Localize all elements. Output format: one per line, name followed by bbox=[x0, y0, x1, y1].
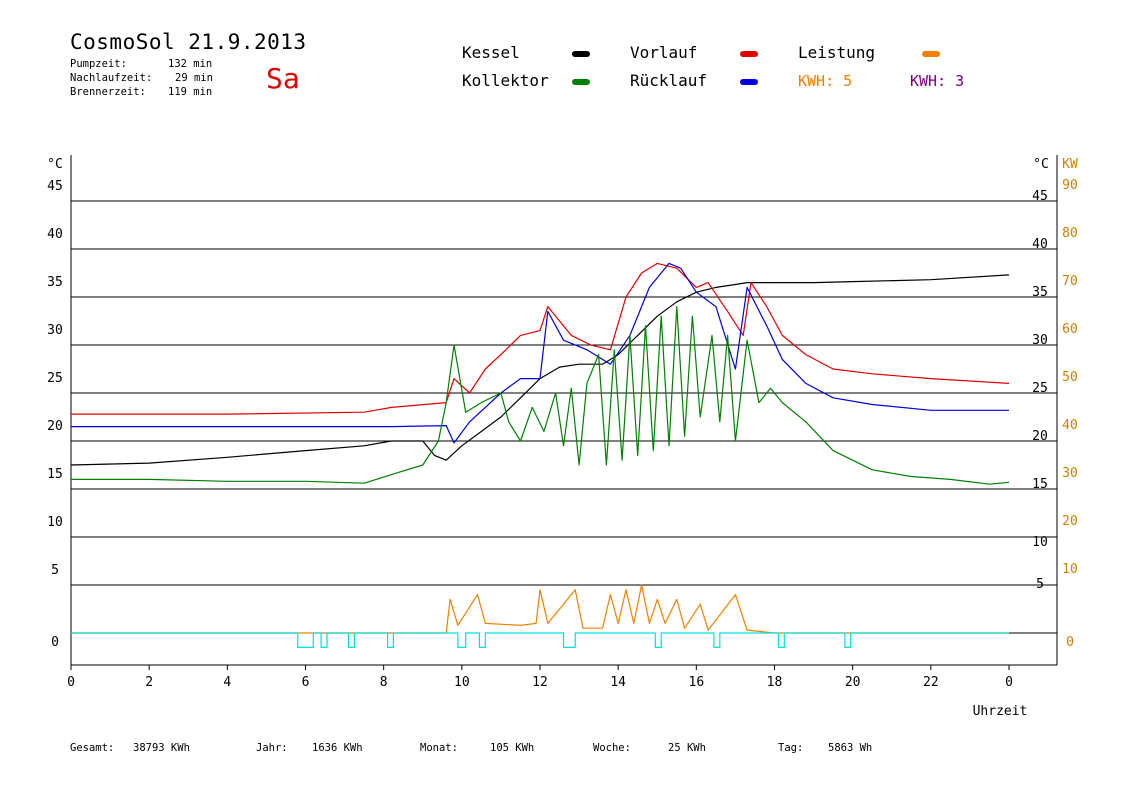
kwh-leistung: KWH: 5 bbox=[798, 72, 853, 90]
woche-value: 25 KWh bbox=[668, 742, 706, 754]
series-line-kollektor bbox=[71, 306, 1010, 485]
y-tick-label-left: 5 bbox=[51, 563, 59, 578]
y-tick-label-left: 45 bbox=[47, 179, 63, 194]
kw-tick-label: 20 bbox=[1062, 514, 1078, 529]
series-line-vorlauf bbox=[71, 262, 1010, 415]
x-tick-label: 4 bbox=[223, 675, 231, 690]
y-tick-label-right: 45 bbox=[1032, 189, 1048, 204]
jahr-value: 1636 KWh bbox=[312, 742, 363, 754]
y-tick-label-right: 10 bbox=[1032, 535, 1048, 550]
x-tick-label: 8 bbox=[380, 675, 388, 690]
jahr-label: Jahr: bbox=[256, 742, 288, 754]
legend-ruecklauf-label: Rücklauf bbox=[630, 71, 708, 90]
woche-label: Woche: bbox=[593, 742, 631, 754]
legend-kollektor-label: Kollektor bbox=[462, 71, 549, 90]
series-line-pump bbox=[71, 632, 1009, 648]
y-tick-label-right: 30 bbox=[1032, 333, 1048, 348]
x-tick-label: 10 bbox=[454, 675, 470, 690]
y-tick-label-right: 15 bbox=[1032, 477, 1048, 492]
kw-tick-label: 70 bbox=[1062, 274, 1078, 289]
x-tick-label: 0 bbox=[1005, 675, 1013, 690]
kw-tick-label: 60 bbox=[1062, 322, 1078, 337]
tick-labels: 0 2 4 6 8 10 12 14 16 18 20 22 0 Uhrzeit 0 0 5 5 10 10 10 20 1… bbox=[47, 157, 1078, 719]
gesamt-label: Gesamt: bbox=[70, 742, 115, 754]
y-tick-label-right: 40 bbox=[1032, 237, 1048, 252]
legend-kollektor-swatch bbox=[572, 79, 590, 85]
y-tick-label-left: 10 bbox=[47, 515, 63, 530]
kw-tick-label: 0 bbox=[1066, 635, 1074, 650]
legend-leistung-swatch bbox=[922, 51, 940, 57]
y-tick-label-left: 20 bbox=[47, 419, 63, 434]
monat-label: Monat: bbox=[420, 742, 458, 754]
kw-unit-right: KW bbox=[1062, 157, 1078, 172]
legend-kessel-swatch bbox=[572, 51, 590, 57]
legend-vorlauf-swatch bbox=[740, 51, 758, 57]
gesamt-value: 38793 KWh bbox=[133, 742, 190, 754]
brennerzeit-label: Brennerzeit: bbox=[70, 86, 146, 98]
y-unit-left: °C bbox=[47, 157, 63, 172]
legend-kessel-label: Kessel bbox=[462, 43, 520, 62]
y-tick-label-right: 20 bbox=[1032, 429, 1048, 444]
x-tick-label: 0 bbox=[67, 675, 75, 690]
y-tick-label-left: 15 bbox=[47, 467, 63, 482]
kw-tick-label: 10 bbox=[1062, 562, 1078, 577]
kw-tick-label: 50 bbox=[1062, 370, 1078, 385]
nachlaufzeit-value: 29 min bbox=[175, 72, 213, 84]
legend-ruecklauf-swatch bbox=[740, 79, 758, 85]
nachlaufzeit-label: Nachlaufzeit: bbox=[70, 72, 153, 84]
x-axis-label: Uhrzeit bbox=[973, 704, 1028, 719]
x-tick-label: 18 bbox=[767, 675, 783, 690]
legend-leistung-label: Leistung bbox=[798, 43, 876, 62]
kwh-secondary: KWH: 3 bbox=[910, 72, 965, 90]
x-tick-label: 20 bbox=[845, 675, 861, 690]
y-tick-label-left: 40 bbox=[47, 227, 63, 242]
series-line-ruecklauf bbox=[71, 262, 1009, 444]
x-tick-label: 2 bbox=[145, 675, 153, 690]
monat-value: 105 KWh bbox=[490, 742, 535, 754]
y-tick-label-right: 35 bbox=[1032, 285, 1048, 300]
y-unit-right: °C bbox=[1033, 157, 1049, 172]
x-tick-label: 22 bbox=[923, 675, 939, 690]
series-line-leistung bbox=[71, 584, 1009, 634]
grid-lines bbox=[71, 200, 1057, 586]
series-line-kessel bbox=[70, 274, 1010, 466]
tag-value: 5863 Wh bbox=[828, 742, 873, 754]
weekday-label: Sa bbox=[266, 62, 300, 95]
kw-tick-label: 30 bbox=[1062, 466, 1078, 481]
pumpzeit-label: Pumpzeit: bbox=[70, 58, 127, 70]
y-tick-label-left: 25 bbox=[47, 371, 63, 386]
y-tick-label-right: 25 bbox=[1032, 381, 1048, 396]
x-tick-label: 16 bbox=[689, 675, 705, 690]
x-tick-label: 12 bbox=[532, 675, 548, 690]
brennerzeit-value: 119 min bbox=[168, 86, 213, 98]
y-tick-label-left: 30 bbox=[47, 323, 63, 338]
tag-label: Tag: bbox=[778, 742, 804, 754]
y-tick-label-left: 0 bbox=[51, 635, 59, 650]
y-tick-label-right: 5 bbox=[1036, 577, 1044, 592]
series-lines bbox=[70, 262, 1010, 648]
pumpzeit-value: 132 min bbox=[168, 58, 213, 70]
x-tick-label: 6 bbox=[302, 675, 310, 690]
axes bbox=[70, 155, 1058, 670]
x-tick-label: 14 bbox=[610, 675, 626, 690]
y-tick-label-left: 35 bbox=[47, 275, 63, 290]
kw-tick-label: 90 bbox=[1062, 178, 1078, 193]
chart-title: CosmoSol 21.9.2013 bbox=[70, 30, 307, 54]
kw-tick-label: 80 bbox=[1062, 226, 1078, 241]
kw-tick-label: 40 bbox=[1062, 418, 1078, 433]
legend-vorlauf-label: Vorlauf bbox=[630, 43, 698, 62]
